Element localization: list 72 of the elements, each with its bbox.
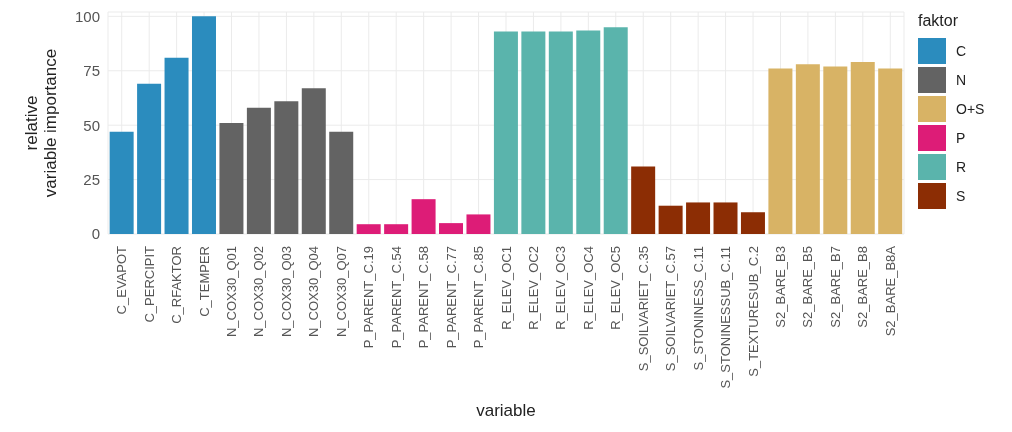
bar — [686, 202, 711, 234]
bar — [411, 199, 436, 234]
x-tick-label: P_PARENT_C.19 — [361, 246, 377, 349]
x-tick-label: S_TEXTURESUB_C.2 — [745, 246, 761, 377]
bar — [219, 123, 244, 234]
bar — [823, 66, 848, 234]
legend-label: O+S — [956, 100, 985, 117]
x-tick-label: C_PERCIPIT — [141, 245, 157, 323]
y-tick-label: 50 — [83, 116, 100, 134]
x-axis-title: variable — [476, 401, 536, 420]
bar — [109, 131, 134, 234]
x-tick-label: C_TEMPER — [196, 246, 212, 317]
bar — [274, 101, 299, 234]
y-tick-label: 0 — [91, 225, 100, 243]
x-tick-label: N_COX30_Q01 — [224, 246, 240, 338]
bar — [521, 31, 546, 234]
bar — [191, 16, 216, 234]
bar — [603, 27, 628, 234]
bar — [658, 205, 683, 234]
x-tick-label: R_ELEV_OC1 — [498, 246, 514, 330]
bar — [631, 166, 656, 234]
legend-label: P — [956, 129, 966, 146]
legend-label: S — [956, 187, 966, 204]
bar — [301, 88, 326, 234]
x-tick-label: N_COX30_Q03 — [278, 246, 294, 338]
x-tick-label: C_EVAPOT — [114, 245, 130, 315]
x-tick-label: R_ELEV_OC2 — [525, 246, 541, 330]
bar — [713, 202, 738, 234]
bar — [795, 64, 820, 234]
x-tick-label: N_COX30_Q02 — [251, 246, 267, 338]
bar — [439, 223, 464, 234]
bar — [246, 107, 271, 234]
bar — [164, 57, 189, 234]
bar — [329, 131, 354, 234]
x-tick-label: S2_BARE_B7 — [827, 246, 843, 328]
x-tick-label: S_SOILVARIET_C.57 — [663, 246, 679, 372]
y-axis-title: relative variable importance — [22, 48, 60, 198]
x-tick-label: S2_BARE_B8 — [855, 246, 871, 328]
x-tick-label: P_PARENT_C.85 — [471, 246, 487, 349]
bar — [850, 62, 875, 234]
x-tick-label: P_PARENT_C.54 — [388, 246, 404, 349]
x-tick-label: R_ELEV_OC3 — [553, 246, 569, 330]
x-tick-label: R_ELEV_OC4 — [580, 246, 596, 330]
x-tick-label: R_ELEV_OC5 — [608, 246, 624, 330]
x-tick-label: S_STONINESS_C.11 — [690, 246, 706, 371]
legend-label: N — [956, 71, 967, 88]
bar — [576, 30, 601, 234]
bar — [548, 31, 573, 234]
x-tick-label: S2_BARE_B8A — [882, 245, 898, 337]
x-tick-label: C_RFAKTOR — [169, 246, 185, 324]
y-tick-label: 100 — [74, 7, 100, 25]
legend-label: R — [956, 158, 967, 175]
y-tick-label: 75 — [83, 62, 100, 80]
bar — [137, 83, 162, 234]
legend-title: faktor — [918, 12, 959, 30]
x-tick-label: N_COX30_Q04 — [306, 246, 322, 338]
y-tick-label: 25 — [83, 170, 100, 188]
x-tick-label: S2_BARE_B3 — [772, 246, 788, 328]
bar — [493, 31, 518, 234]
x-tick-label: N_COX30_Q07 — [333, 246, 349, 338]
bar — [356, 224, 381, 234]
x-tick-label: P_PARENT_C.58 — [416, 246, 432, 349]
bar — [466, 214, 491, 234]
bar — [740, 212, 765, 234]
x-tick-label: P_PARENT_C.77 — [443, 246, 459, 349]
x-tick-label: S_SOILVARIET_C.35 — [635, 246, 651, 372]
bar — [768, 68, 793, 234]
bar — [878, 68, 903, 234]
x-tick-label: S2_BARE_B5 — [800, 246, 816, 328]
x-tick-label: S_STONINESSUB_C.11 — [718, 246, 734, 389]
bar — [384, 224, 409, 234]
legend-label: C — [956, 42, 967, 59]
